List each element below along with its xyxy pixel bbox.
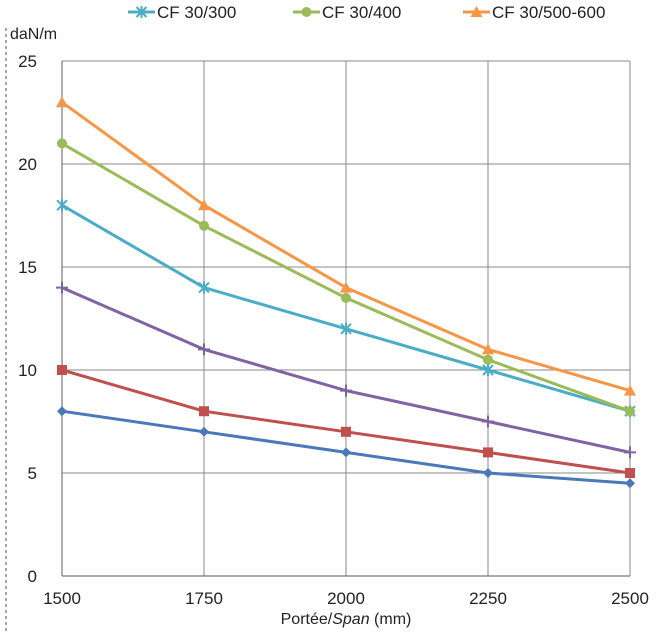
data-point bbox=[56, 282, 68, 294]
data-point bbox=[57, 199, 67, 211]
x-tick-label: 2250 bbox=[469, 589, 507, 608]
x-axis-label-suffix: (mm) bbox=[370, 611, 412, 628]
data-point bbox=[625, 468, 635, 478]
x-axis-label-italic: Span bbox=[332, 611, 369, 628]
legend-label: CF 30/300 bbox=[157, 3, 236, 22]
data-point bbox=[57, 138, 67, 148]
y-tick-label: 5 bbox=[28, 464, 37, 483]
legend-item: CF 30/500-600 bbox=[463, 3, 605, 22]
y-tick-label: 10 bbox=[18, 361, 37, 380]
data-point bbox=[624, 446, 636, 458]
data-point bbox=[341, 427, 351, 437]
x-tick-label: 2500 bbox=[611, 589, 649, 608]
x-tick-label: 1750 bbox=[185, 589, 223, 608]
data-point bbox=[340, 385, 352, 397]
data-point bbox=[199, 221, 209, 231]
y-tick-label: 0 bbox=[28, 567, 37, 586]
data-point bbox=[625, 478, 635, 488]
x-tick-label: 1500 bbox=[43, 589, 81, 608]
data-point bbox=[198, 343, 210, 355]
data-point bbox=[341, 293, 351, 303]
gridlines bbox=[62, 61, 630, 576]
legend-label: CF 30/400 bbox=[322, 3, 401, 22]
legend-marker bbox=[302, 7, 312, 17]
y-tick-label: 20 bbox=[18, 155, 37, 174]
data-point bbox=[483, 447, 493, 457]
legend-label: CF 30/500-600 bbox=[492, 3, 605, 22]
y-tick-label: 25 bbox=[18, 52, 37, 71]
x-axis-label: Portée/Span (mm) bbox=[281, 611, 412, 628]
tick-labels: 0 5 10 15 20 25 1500 1750 2000 2250 2500 bbox=[18, 52, 649, 608]
y-axis-label: daN/m bbox=[10, 26, 57, 43]
data-point bbox=[199, 406, 209, 416]
y-tick-label: 15 bbox=[18, 258, 37, 277]
x-axis-label-prefix: Portée/ bbox=[281, 611, 333, 628]
data-point bbox=[57, 365, 67, 375]
x-tick-label: 2000 bbox=[327, 589, 365, 608]
data-point bbox=[483, 468, 493, 478]
data-point bbox=[341, 447, 351, 457]
data-point bbox=[340, 282, 352, 293]
data-point bbox=[482, 416, 494, 428]
data-point bbox=[625, 406, 635, 416]
legend: CF 30/300 CF 30/400 CF 30/500-600 bbox=[128, 3, 605, 22]
data-point bbox=[483, 355, 493, 365]
data-point bbox=[57, 406, 67, 416]
data-point bbox=[199, 427, 209, 437]
legend-item: CF 30/300 bbox=[128, 3, 236, 22]
legend-item: CF 30/400 bbox=[293, 3, 401, 22]
data-point bbox=[56, 96, 68, 107]
